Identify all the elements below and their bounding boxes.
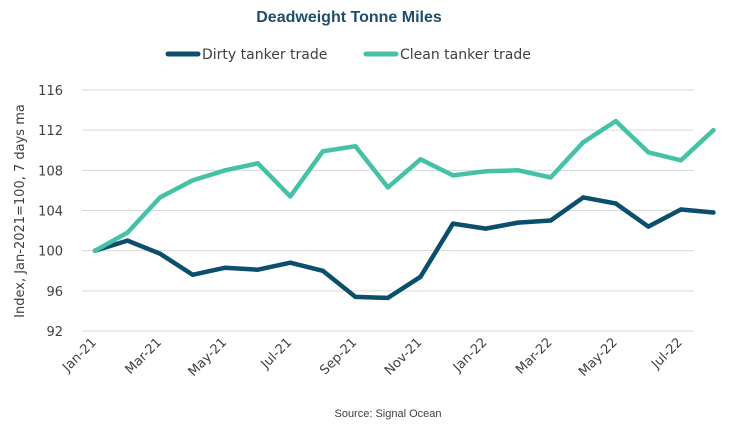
x-axis-ticks: Jan-21 Mar-21 May-21 Jul-21 Sep-21 Nov-21 Jan-… [59,335,685,379]
data-point-clean-tanker-trade [157,195,163,200]
data-point-clean-tanker-trade [92,248,98,253]
data-point-dirty-tanker-trade [320,268,325,273]
data-point-clean-tanker-trade [613,118,618,124]
data-point-clean-tanker-trade [190,178,195,183]
x-tick-label: Mar-21 [123,335,165,377]
x-tick-label: Sep-21 [317,335,360,378]
data-point-dirty-tanker-trade [450,221,456,226]
y-tick-label: 104 [38,205,63,220]
y-tick-label: 112 [38,124,63,139]
x-tick-label: Jul-22 [648,335,685,372]
data-point-clean-tanker-trade [646,150,651,155]
data-point-dirty-tanker-trade [678,207,684,212]
data-point-dirty-tanker-trade [157,251,163,256]
series-lines [92,118,716,301]
chart-title: Deadweight Tonne Miles [256,9,442,26]
legend: Dirty tanker trade Clean tanker trade [165,47,531,63]
y-tick-label: 92 [46,325,63,340]
x-tick-label: Jan-21 [59,335,100,376]
x-tick-label: Jul-21 [258,335,295,372]
data-point-clean-tanker-trade [483,169,488,174]
data-point-dirty-tanker-trade [255,267,260,272]
data-point-clean-tanker-trade [418,157,423,162]
x-tick-label: May-21 [186,335,230,379]
source-note: Source: Signal Ocean [334,408,441,420]
gridlines [82,89,694,332]
y-tick-label: 116 [38,84,63,99]
data-point-dirty-tanker-trade [646,224,651,229]
data-point-clean-tanker-trade [450,173,456,178]
x-tick-label: May-22 [576,335,620,379]
data-point-dirty-tanker-trade [125,238,130,243]
data-point-clean-tanker-trade [581,140,586,145]
data-point-dirty-tanker-trade [483,226,488,231]
data-point-clean-tanker-trade [548,175,553,180]
legend-label-clean-tanker-trade: Clean tanker trade [400,47,531,63]
data-point-dirty-tanker-trade [385,295,391,301]
data-point-dirty-tanker-trade [288,260,293,265]
data-point-dirty-tanker-trade [711,210,716,215]
y-axis-label: Index, Jan-2021=100, 7 days ma [13,104,28,318]
x-tick-label: Jan-22 [450,335,491,376]
series-line-dirty-tanker-trade [92,195,716,301]
data-point-dirty-tanker-trade [353,294,358,300]
data-point-clean-tanker-trade [288,194,293,199]
data-point-dirty-tanker-trade [190,272,195,277]
y-axis-ticks: 92 96 100 104 108 112 116 [38,84,63,340]
data-point-dirty-tanker-trade [581,195,586,200]
y-tick-label: 96 [46,285,63,300]
data-point-clean-tanker-trade [320,149,325,154]
data-point-clean-tanker-trade [385,185,391,190]
data-point-dirty-tanker-trade [548,218,553,223]
data-point-clean-tanker-trade [711,128,716,133]
series-line-clean-tanker-trade [92,118,716,253]
data-point-dirty-tanker-trade [515,220,521,225]
y-tick-label: 108 [38,164,63,179]
data-point-dirty-tanker-trade [223,265,228,270]
data-point-clean-tanker-trade [223,168,228,173]
data-point-dirty-tanker-trade [613,201,618,206]
data-point-clean-tanker-trade [255,161,260,166]
data-point-clean-tanker-trade [678,158,684,163]
data-point-clean-tanker-trade [125,230,130,235]
data-point-dirty-tanker-trade [418,274,423,279]
legend-label-dirty-tanker-trade: Dirty tanker trade [202,47,327,63]
y-tick-label: 100 [38,245,63,260]
x-tick-label: Nov-21 [382,335,425,378]
data-point-clean-tanker-trade [353,144,358,149]
data-point-clean-tanker-trade [515,168,521,173]
x-tick-label: Mar-22 [513,335,555,377]
